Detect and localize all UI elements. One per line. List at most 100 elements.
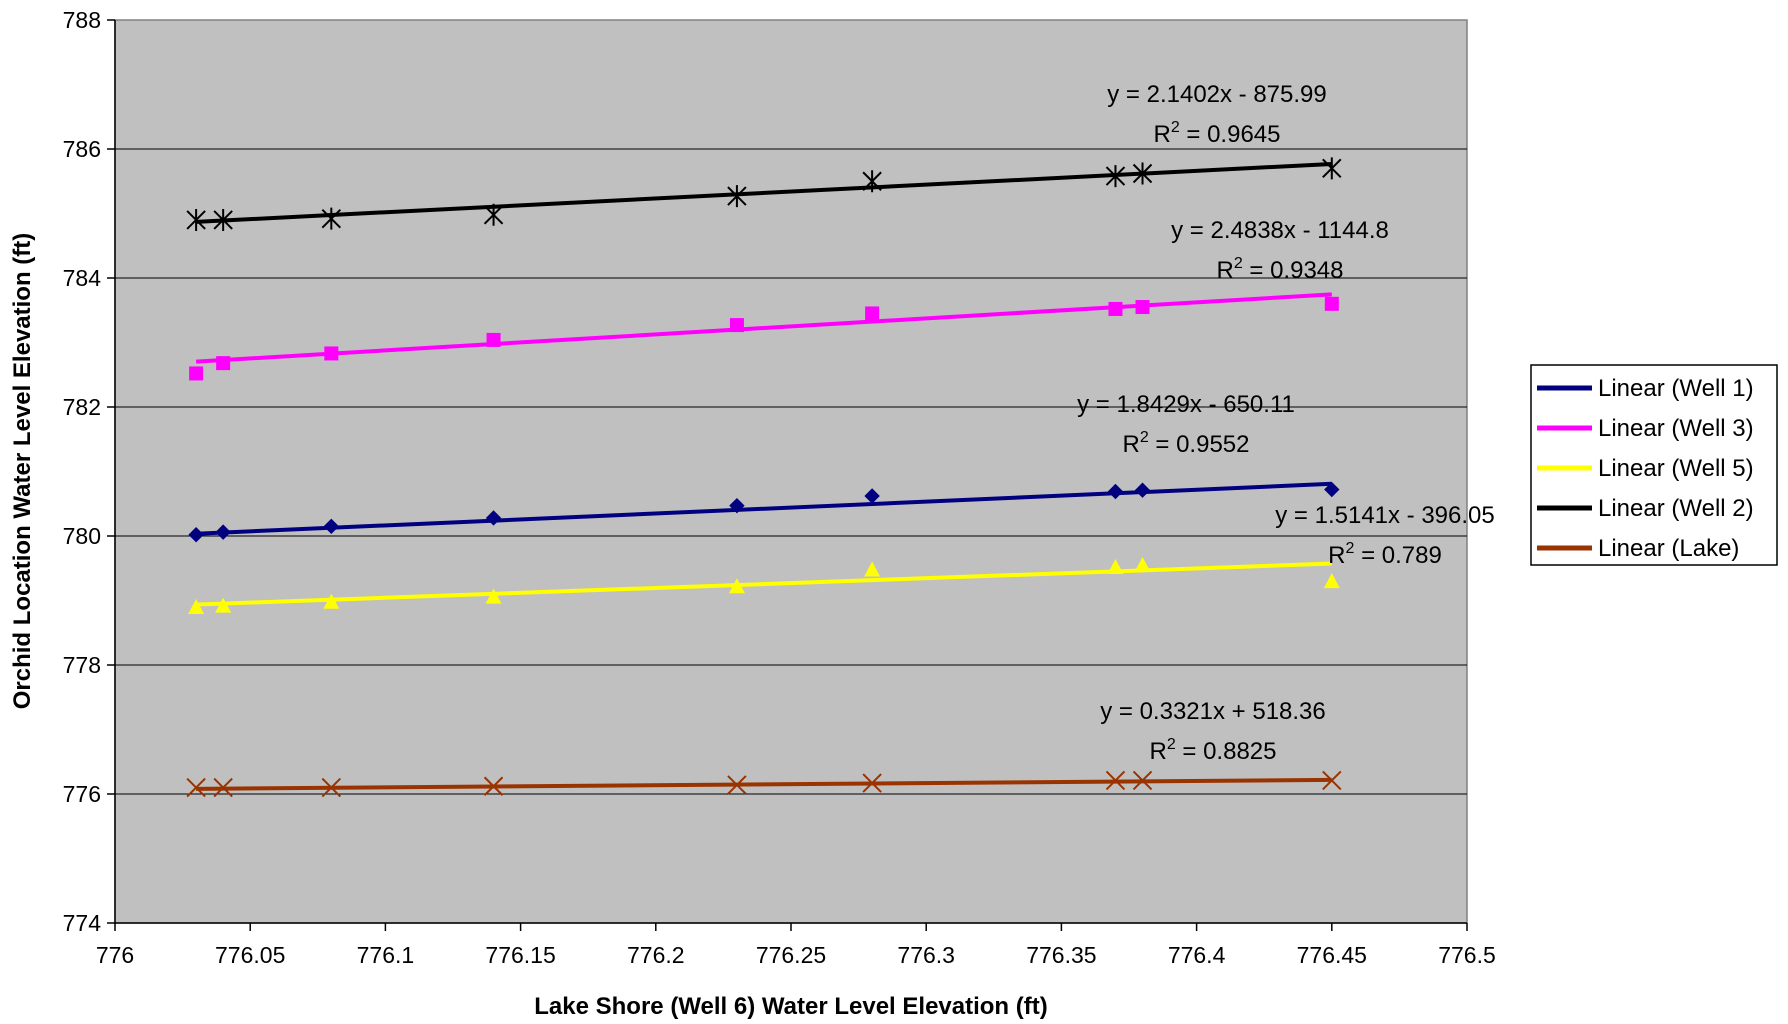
trendline-equation: y = 1.8429x - 650.11 xyxy=(1077,391,1295,418)
data-point xyxy=(864,561,881,577)
x-tick-label: 776.15 xyxy=(485,942,555,968)
x-tick-label: 776.05 xyxy=(215,942,285,968)
r-squared-label: R xyxy=(1149,738,1166,765)
trendline-equation: y = 0.3321x + 518.36 xyxy=(1100,698,1326,725)
r-squared-value: = 0.8825 xyxy=(1176,738,1277,765)
legend-label: Linear (Well 5) xyxy=(1598,455,1754,482)
data-point xyxy=(216,356,231,371)
r-squared-label: R xyxy=(1153,121,1170,148)
r-squared-exponent: 2 xyxy=(1140,429,1149,446)
y-tick-label: 788 xyxy=(63,7,101,33)
r-squared-value: = 0.9645 xyxy=(1180,121,1281,148)
legend-label: Linear (Lake) xyxy=(1598,535,1739,562)
data-point xyxy=(324,346,339,361)
x-tick-label: 776.2 xyxy=(627,942,685,968)
trendline-r-squared: R2 = 0.9348 xyxy=(1216,255,1343,284)
gridlines xyxy=(115,148,1467,795)
data-point xyxy=(1132,770,1153,791)
legend-box xyxy=(1530,364,1778,566)
data-point xyxy=(727,185,747,208)
data-point xyxy=(323,593,340,609)
data-point xyxy=(1324,296,1339,311)
data-point xyxy=(865,306,880,321)
data-point xyxy=(213,777,233,798)
r-squared-label: R xyxy=(1216,257,1233,284)
trendline-r-squared: R2 = 0.789 xyxy=(1328,540,1442,569)
data-point xyxy=(1135,300,1150,315)
data-point xyxy=(1324,481,1340,498)
legend: Linear (Well 1) Linear (Well 3) Linear (We… xyxy=(1530,364,1778,566)
data-points xyxy=(186,157,1342,798)
data-point xyxy=(188,598,205,614)
data-point xyxy=(1134,557,1151,573)
x-tick-label: 776.4 xyxy=(1168,942,1226,968)
data-point xyxy=(864,488,880,504)
r-squared-exponent: 2 xyxy=(1171,119,1180,136)
data-point xyxy=(186,777,206,798)
x-tick-label: 776.35 xyxy=(1026,942,1096,968)
data-point xyxy=(1107,558,1124,574)
data-point xyxy=(486,332,501,347)
r-squared-value: = 0.9348 xyxy=(1243,257,1344,284)
data-point xyxy=(1323,573,1340,589)
data-point xyxy=(728,578,745,594)
y-tick-label: 784 xyxy=(63,265,102,291)
data-point xyxy=(483,203,504,226)
data-point xyxy=(321,777,342,798)
x-tick-label: 776.3 xyxy=(897,942,955,968)
data-point xyxy=(485,510,502,526)
y-tick-label: 782 xyxy=(63,394,101,420)
data-point xyxy=(215,524,231,540)
trendline-equation: y = 2.4838x - 1144.8 xyxy=(1171,217,1389,244)
data-point xyxy=(1134,482,1151,498)
data-point xyxy=(189,366,204,381)
data-point xyxy=(483,776,504,796)
legend-label: Linear (Well 1) xyxy=(1598,375,1754,402)
r-squared-exponent: 2 xyxy=(1346,540,1355,557)
y-tick-label: 774 xyxy=(63,910,102,936)
data-point xyxy=(729,318,744,333)
y-axis-title: Orchid Location Water Level Elevation (f… xyxy=(9,233,36,710)
data-point xyxy=(323,518,340,535)
x-tick-label: 776.5 xyxy=(1438,942,1496,968)
x-tick-label: 776.45 xyxy=(1297,942,1367,968)
r-squared-exponent: 2 xyxy=(1167,736,1176,753)
data-point xyxy=(186,208,206,231)
trendline-equation: y = 2.1402x - 875.99 xyxy=(1107,81,1327,108)
x-tick-label: 776.1 xyxy=(357,942,415,968)
y-tick-label: 778 xyxy=(63,652,101,678)
data-point xyxy=(1105,165,1126,188)
r-squared-value: = 0.789 xyxy=(1354,542,1441,569)
data-point xyxy=(729,497,745,514)
r-squared-label: R xyxy=(1122,431,1139,458)
y-tick-label: 776 xyxy=(63,781,101,807)
x-axis-title: Lake Shore (Well 6) Water Level Elevatio… xyxy=(534,993,1047,1020)
y-tick-label: 780 xyxy=(63,523,101,549)
x-tick-label: 776.25 xyxy=(756,942,826,968)
data-point xyxy=(213,208,233,231)
data-point xyxy=(862,773,882,793)
data-point xyxy=(1132,162,1153,185)
trendline-r-squared: R2 = 0.9552 xyxy=(1122,429,1249,458)
legend-label: Linear (Well 3) xyxy=(1598,415,1754,442)
axes: 774 776 778 780 782 784 786 788 776 776.05 776.1 77… xyxy=(63,7,1496,968)
data-point xyxy=(1105,770,1126,791)
data-point xyxy=(485,588,502,604)
data-point xyxy=(1108,301,1123,316)
data-point xyxy=(321,207,342,230)
y-tick-label: 786 xyxy=(63,136,101,162)
trendline-r-squared: R2 = 0.9645 xyxy=(1153,119,1280,148)
r-squared-label: R xyxy=(1328,542,1345,569)
data-point xyxy=(727,775,747,795)
x-tick-label: 776 xyxy=(96,942,134,968)
data-point xyxy=(1107,483,1124,500)
data-point xyxy=(862,170,882,193)
trendline-equation: y = 1.5141x - 396.05 xyxy=(1275,502,1495,529)
r-squared-exponent: 2 xyxy=(1234,255,1243,272)
data-point xyxy=(188,527,204,543)
trendline-r-squared: R2 = 0.8825 xyxy=(1149,736,1276,765)
data-point xyxy=(1322,770,1342,791)
